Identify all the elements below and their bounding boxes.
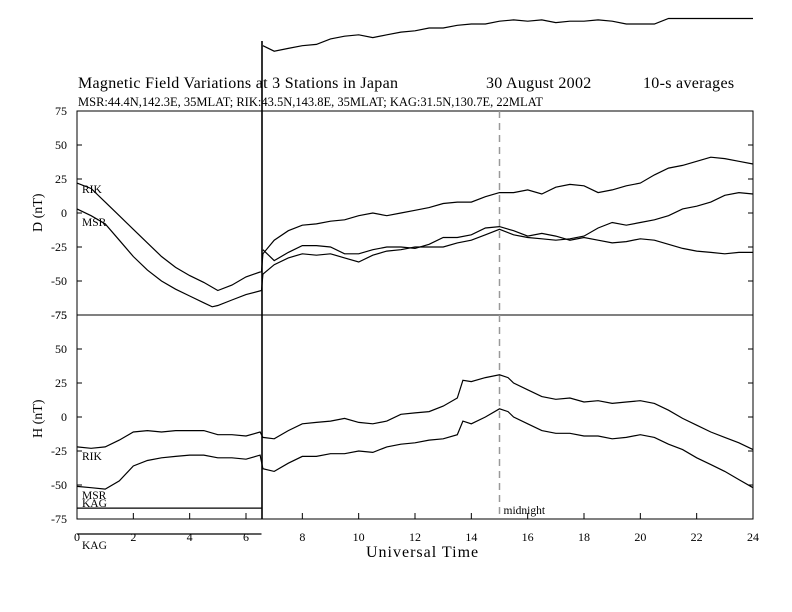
x-axis-label: Universal Time [366, 544, 479, 561]
y-tick-label: -75 [51, 308, 67, 322]
y-tick-label: 50 [55, 342, 67, 356]
h-y-axis: 75 50 25 0 -25 -50 -75 [51, 308, 753, 526]
x-tick-label: 10 [353, 530, 365, 544]
d-panel: 75 50 25 0 -25 -50 -75 D (nT) RIK MSR [31, 104, 754, 322]
x-tick-label: 22 [691, 530, 703, 544]
x-tick-label: 0 [74, 530, 80, 544]
midnight-label: midnight [504, 505, 546, 517]
y-tick-label: -50 [51, 478, 67, 492]
y-tick-label: 0 [61, 410, 67, 424]
series-line-rik [76, 374, 754, 451]
y-tick-label: -25 [51, 240, 67, 254]
x-tick-label: 14 [465, 530, 477, 544]
h-panel: 75 50 25 0 -25 -50 -75 H (nT) RIK MSR KAG [31, 308, 754, 526]
x-tick-label: 4 [187, 530, 193, 544]
averaging-label: 10-s averages [643, 75, 734, 92]
x-tick-label: 12 [409, 530, 421, 544]
chart-title: Magnetic Field Variations at 3 Stations … [78, 75, 398, 92]
d-series-label-msr: MSR [82, 217, 107, 229]
d-y-axis: 75 50 25 0 -25 -50 -75 [51, 104, 753, 322]
kag-overflow-trace [77, 17, 753, 535]
x-tick-label: 16 [522, 530, 534, 544]
y-tick-label: 75 [55, 104, 67, 118]
x-tick-label: 24 [747, 530, 759, 544]
x-tick-label: 18 [578, 530, 590, 544]
h-axis-label: H (nT) [31, 399, 46, 438]
y-tick-label: -50 [51, 274, 67, 288]
series-line-kag [262, 225, 753, 262]
h-series-group [76, 374, 754, 509]
x-tick-label: 6 [243, 530, 249, 544]
y-tick-label: -75 [51, 512, 67, 526]
x-tick-label: 8 [299, 530, 305, 544]
x-axis: 0 2 4 6 8 10 12 14 16 18 20 22 24 [74, 513, 759, 544]
x-tick-label: 20 [634, 530, 646, 544]
h-series-label-kag: KAG [82, 498, 107, 510]
series-line-rik [76, 156, 754, 292]
d-series-group [76, 156, 754, 308]
series-line-msr [76, 191, 754, 308]
d-series-label-rik: RIK [82, 184, 103, 196]
kag-offscale-upper [262, 17, 753, 52]
d-axis-label: D (nT) [31, 193, 46, 232]
h-series-label-msr: MSR [82, 490, 107, 502]
chart-date: 30 August 2002 [486, 75, 592, 92]
y-tick-label: 75 [55, 308, 67, 322]
h-series-label-rik: RIK [82, 451, 103, 463]
y-tick-label: 50 [55, 138, 67, 152]
y-tick-label: 0 [61, 206, 67, 220]
y-tick-label: 25 [55, 172, 67, 186]
y-tick-label: 25 [55, 376, 67, 390]
series-line-msr [76, 408, 754, 490]
kag-offscale-label: KAG [82, 540, 107, 552]
stations-subtitle: MSR:44.4N,142.3E, 35MLAT; RIK:43.5N,143.… [78, 95, 543, 109]
x-tick-label: 2 [130, 530, 136, 544]
y-tick-label: -25 [51, 444, 67, 458]
